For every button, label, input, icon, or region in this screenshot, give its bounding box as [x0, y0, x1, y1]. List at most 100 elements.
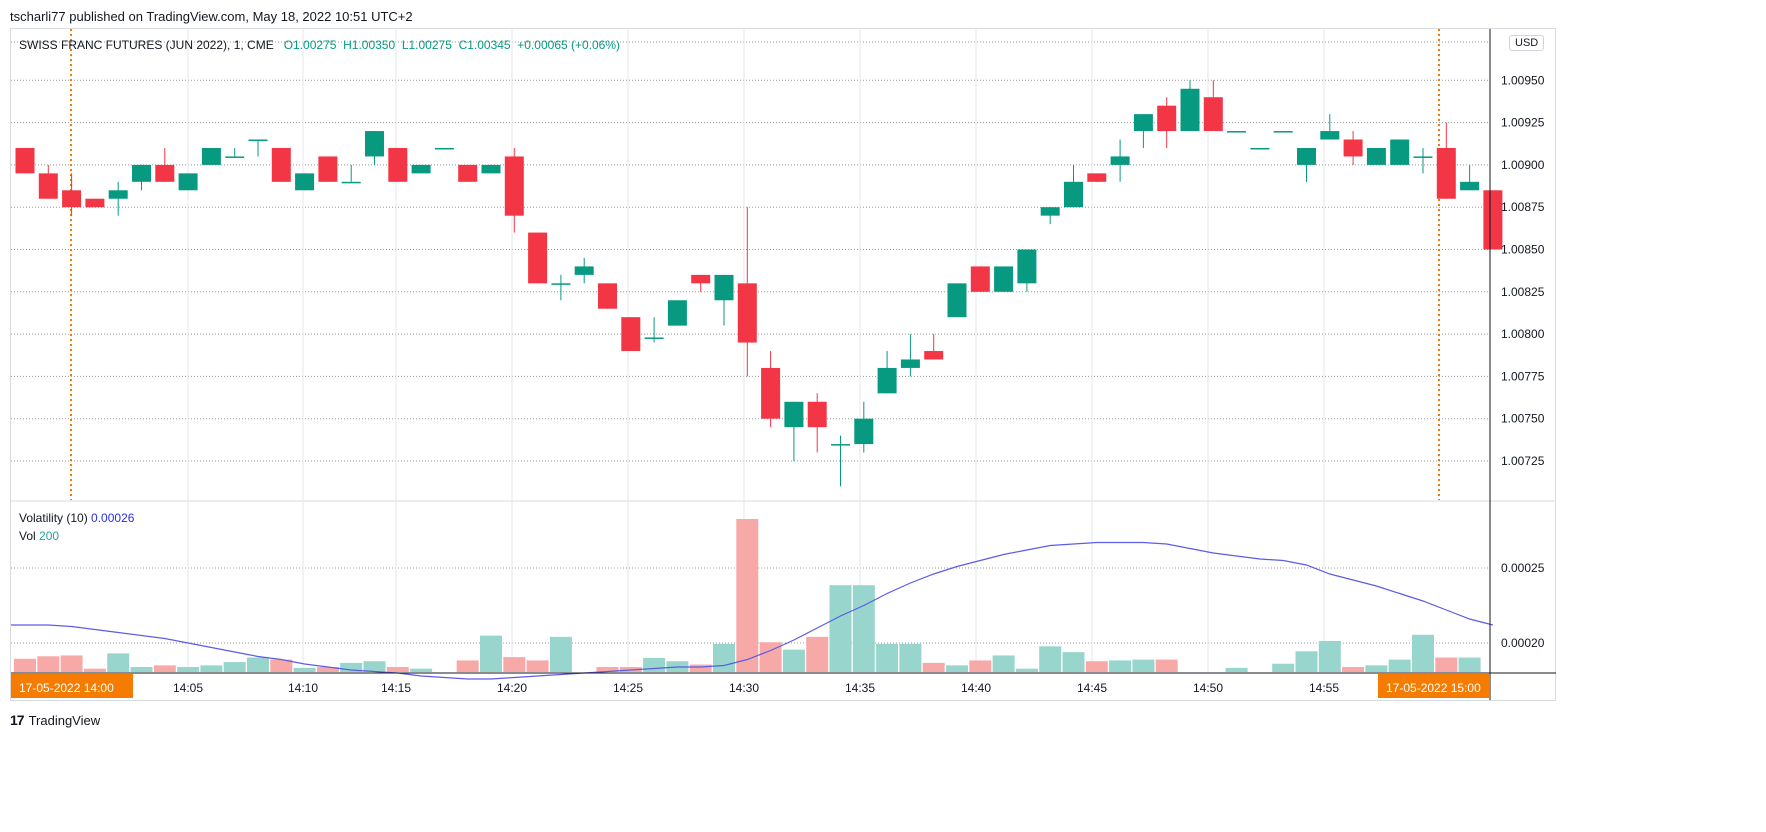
time-tick-label: 14:45	[1077, 681, 1107, 695]
change-value: +0.00065 (+0.06%)	[517, 38, 621, 52]
currency-selector[interactable]: USD	[1509, 35, 1545, 51]
publisher-attribution: tscharli77 published on TradingView.com,…	[10, 9, 413, 24]
time-badge-right-label: 17-05-2022 15:00	[1386, 681, 1481, 695]
volume-value: 200	[39, 529, 60, 543]
candle-body	[1133, 114, 1153, 132]
volume-bar	[14, 658, 36, 672]
low-value: L1.00275	[401, 38, 452, 52]
time-tick-label: 14:35	[845, 681, 875, 695]
volume-bar	[736, 519, 759, 672]
candle-body	[644, 337, 664, 339]
close-value: C1.00345	[458, 38, 511, 52]
volume-bar	[899, 643, 922, 672]
candle-body	[784, 401, 804, 428]
volatility-label: Volatility (10)	[19, 511, 88, 525]
volume-bar	[410, 668, 433, 672]
volume-bar	[340, 662, 363, 672]
symbol-label: SWISS FRANC FUTURES (JUN 2022), 1, CME	[19, 38, 274, 52]
volume-bar	[1272, 663, 1295, 672]
volume-bar	[1318, 640, 1341, 672]
candle-body	[551, 283, 571, 285]
price-tick-label: 1.00925	[1501, 116, 1545, 130]
tradingview-logo[interactable]: 17 TradingView	[10, 712, 100, 728]
volume-bar	[363, 661, 386, 672]
candle-body	[1460, 181, 1480, 191]
price-tick-label: 1.00775	[1501, 369, 1545, 383]
volume-bar	[247, 657, 269, 672]
candle-body	[178, 173, 198, 191]
volume-bar	[1225, 667, 1248, 672]
price-tick-label: 1.00875	[1501, 200, 1545, 214]
candle-body	[365, 131, 384, 157]
candle-body	[1180, 88, 1200, 132]
candle-body	[1157, 105, 1177, 132]
volume-bar	[480, 635, 502, 672]
volume-bar	[1015, 668, 1038, 672]
time-tick-label: 14:25	[613, 681, 643, 695]
volume-bar	[549, 636, 572, 672]
time-tick-label: 14:30	[729, 681, 759, 695]
candle-body	[924, 351, 944, 360]
price-tick-label: 1.00850	[1501, 243, 1545, 257]
volume-bar	[806, 636, 829, 672]
price-tick-label: 1.00800	[1501, 327, 1545, 341]
candle-body	[458, 164, 478, 182]
time-badge-right	[1378, 674, 1490, 698]
candle-body	[411, 164, 431, 174]
candle-body	[434, 147, 454, 150]
candle-body	[970, 266, 990, 292]
volume-bar	[526, 660, 549, 672]
price-tick-label: 1.00950	[1501, 73, 1545, 87]
volatility-value: 0.00026	[91, 511, 135, 525]
volume-bar	[759, 642, 782, 672]
time-tick-label: 14:20	[497, 681, 527, 695]
candle-body	[62, 190, 82, 208]
volume-bar	[1062, 652, 1085, 672]
volume-bar	[293, 667, 316, 672]
candle-body	[691, 274, 711, 284]
time-tick-label: 14:40	[961, 681, 991, 695]
time-badge-left	[11, 674, 133, 698]
chart-frame	[10, 28, 1556, 701]
candle-body	[155, 164, 175, 182]
volume-bar	[1388, 659, 1411, 672]
candle-body	[900, 359, 920, 368]
high-value: H1.00350	[343, 38, 396, 52]
open-value: O1.00275	[283, 38, 337, 52]
candle-body	[1297, 147, 1316, 165]
time-badge-left-label: 17-05-2022 14:00	[19, 681, 114, 695]
volume-bars-layer	[14, 519, 1481, 672]
volume-bar	[1435, 657, 1458, 672]
candle-body	[481, 164, 501, 174]
candle-body	[714, 274, 734, 301]
price-tick-label: 1.00900	[1501, 158, 1545, 172]
volume-bar	[1342, 667, 1365, 672]
volume-bar	[992, 655, 1015, 672]
volume-bar	[130, 667, 153, 672]
volume-bar	[922, 662, 945, 672]
candle-body	[295, 173, 315, 191]
candle-body	[528, 232, 548, 284]
candle-body	[1040, 207, 1060, 216]
session-marker-layer	[70, 29, 1440, 500]
volume-bar	[946, 665, 968, 672]
candle-body	[85, 198, 105, 208]
candle-body	[737, 283, 757, 343]
volume-bar	[200, 665, 223, 672]
volume-bar	[876, 643, 899, 672]
volume-bar	[782, 649, 805, 672]
volume-bar	[386, 667, 409, 672]
candle-body	[388, 147, 408, 182]
candle-body	[318, 156, 338, 182]
candle-body	[1320, 131, 1340, 140]
volume-bar	[1458, 657, 1481, 672]
candle-body	[132, 164, 151, 182]
candle-body	[1250, 147, 1270, 150]
volatility-tick-label: 0.00020	[1501, 636, 1545, 650]
volume-bar	[223, 662, 246, 672]
time-tick-label: 14:50	[1193, 681, 1223, 695]
candle-body	[341, 181, 361, 184]
volatility-line	[11, 541, 1494, 680]
candle-body	[1273, 131, 1293, 133]
